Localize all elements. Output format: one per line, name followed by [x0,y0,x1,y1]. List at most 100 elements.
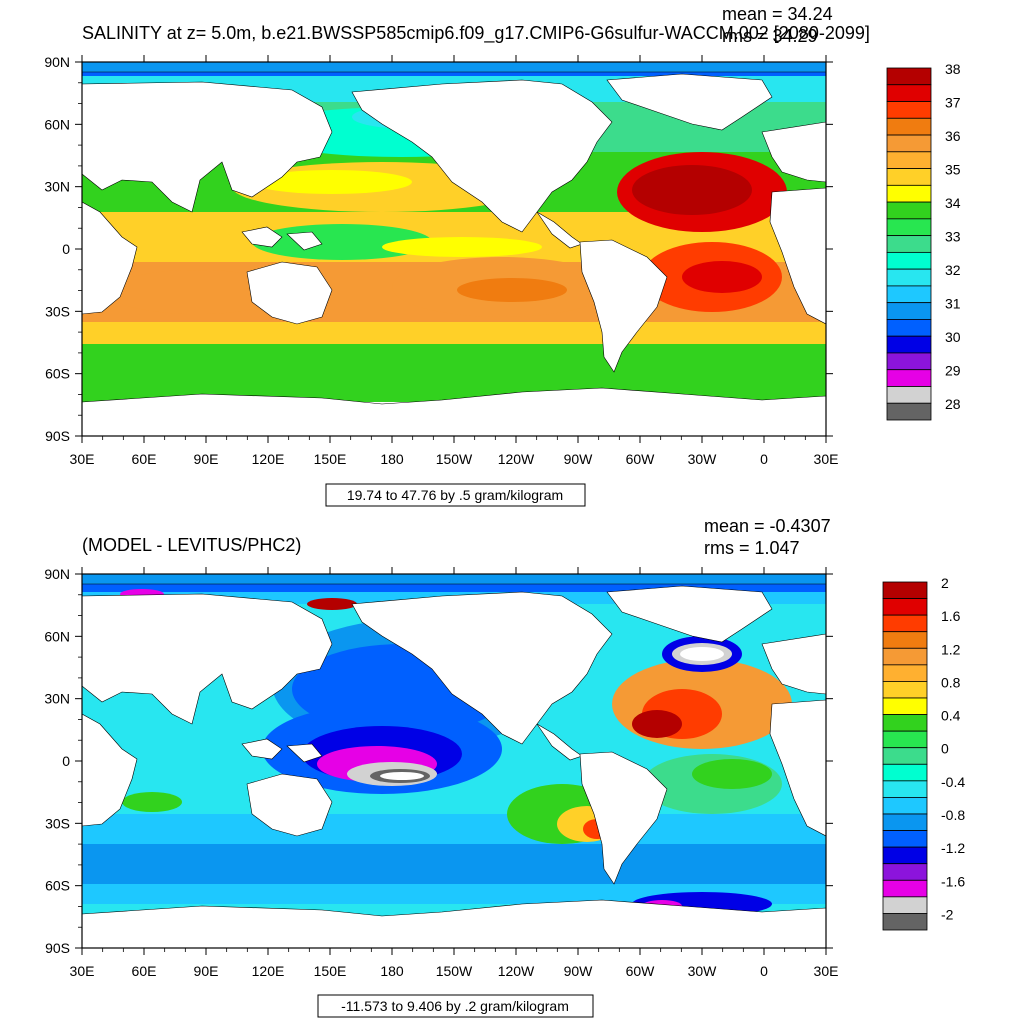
colorbar-label: 33 [945,229,961,245]
lat-tick-label: 90S [45,428,70,444]
colorbar-swatch [886,285,932,304]
colorbar-swatch [882,614,928,633]
panel-1-lat-axis: 90N 60N 30N 0 30S 60S 90S [44,54,833,444]
lat-tick-label: 60N [44,628,70,644]
colorbar-swatch [882,747,928,765]
lon-tick-label: 90E [194,963,219,979]
lon-tick-label: 30E [70,451,95,467]
colorbar-swatch [882,647,928,666]
colorbar-swatch [882,830,928,848]
colorbar-swatch [886,201,932,220]
panel-1-colorbar: 38 37 36 35 34 33 32 31 30 29 28 [886,61,961,421]
lon-tick-label: 0 [760,451,768,467]
colorbar-label: 34 [945,195,961,211]
panel-2-rms: rms = 1.047 [704,538,800,558]
colorbar-label: 38 [945,61,961,77]
colorbar-swatch [882,681,928,699]
colorbar-swatch [882,879,928,898]
colorbar-label: -2 [941,906,954,922]
lon-tick-label: 0 [760,963,768,979]
lon-tick-label: 30E [814,451,839,467]
panel-2-contour-info: -11.573 to 9.406 by .2 gram/kilogram [341,998,569,1014]
lon-tick-label: 30E [70,963,95,979]
colorbar-swatch [886,352,932,371]
colorbar-label: 1.2 [941,641,961,657]
colorbar-swatch [882,780,928,798]
panel-difference: (MODEL - LEVITUS/PHC2) mean = -0.4307 rm… [44,516,965,1018]
lon-tick-label: 120E [252,963,285,979]
colorbar-label: -0.4 [941,774,965,790]
panel-1-title: SALINITY at z= 5.0m, b.e21.BWSSP585cmip6… [82,23,870,44]
panel-2-colorbar: 2 1.6 1.2 0.8 0.4 0 -0.4 -0.8 -1.2 -1.6 -2 [882,575,965,931]
colorbar-swatch [886,184,932,203]
colorbar-swatch [882,697,928,715]
lon-tick-label: 60E [132,963,157,979]
lat-tick-label: 60S [45,366,70,382]
colorbar-swatch [882,714,928,732]
lat-tick-label: 30N [44,691,70,707]
colorbar-swatch [886,101,932,119]
lon-tick-label: 120E [252,451,285,467]
lat-tick-label: 90N [44,54,70,70]
lon-tick-label: 60W [626,963,656,979]
colorbar-label: 29 [945,363,961,379]
colorbar-label: 31 [945,296,961,312]
colorbar-swatch [882,631,928,649]
panel-2-title: (MODEL - LEVITUS/PHC2) [82,535,301,555]
panel-1-mean: mean = 34.24 [722,4,833,24]
colorbar-swatch [886,84,932,102]
colorbar-label: -1.6 [941,873,965,889]
lon-tick-label: 60E [132,451,157,467]
colorbar-swatch [882,846,928,865]
panel-1-contour-info: 19.74 to 47.76 by .5 gram/kilogram [347,487,563,503]
colorbar-swatch [882,863,928,881]
lon-tick-label: 90W [564,451,594,467]
colorbar-swatch [886,151,932,169]
lon-tick-label: 30W [688,451,718,467]
colorbar-swatch [886,369,932,387]
colorbar-label: 32 [945,262,961,278]
colorbar-label: 37 [945,95,961,111]
colorbar-swatch [886,268,932,287]
colorbar-swatch [882,813,928,831]
lon-tick-label: 90E [194,451,219,467]
colorbar-label: 2 [941,575,949,591]
colorbar-label: 0.4 [941,708,961,724]
colorbar-swatch [886,235,932,253]
panel-2-lat-axis: 90N 60N 30N 0 30S 60S 90S [44,566,833,956]
colorbar-label: -0.8 [941,807,965,823]
lat-tick-label: 60S [45,878,70,894]
lon-tick-label: 90W [564,963,594,979]
colorbar-swatch [886,117,932,136]
colorbar-swatch [886,251,932,270]
colorbar-label: 35 [945,162,961,178]
colorbar-swatch [882,913,928,931]
lon-tick-label: 150W [436,451,473,467]
lat-tick-label: 30N [44,179,70,195]
panel-1-rms: rms = 34.29 [722,26,818,46]
lat-tick-label: 30S [45,303,70,319]
colorbar-swatch [886,386,932,404]
lon-tick-label: 150W [436,963,473,979]
panel-salinity: SALINITY at z= 5.0m, b.e21.BWSSP585cmip6… [44,4,961,507]
colorbar-label: 28 [945,396,961,412]
colorbar-swatch [886,67,932,86]
colorbar-swatch [882,763,928,782]
lat-tick-label: 0 [62,241,70,257]
panel-1-contour-info-box [325,483,586,507]
panel-1-map [81,61,827,437]
lat-tick-label: 90S [45,940,70,956]
colorbar-swatch [882,797,928,815]
colorbar-label: 0 [941,741,949,757]
lon-tick-label: 150E [314,963,347,979]
colorbar-swatch [886,335,932,354]
lat-tick-label: 90N [44,566,70,582]
lat-tick-label: 60N [44,116,70,132]
lon-tick-label: 30W [688,963,718,979]
colorbar-swatch [882,896,928,914]
panel-2-lon-axis: 30E 60E 90E 120E 150E 180 150W 120W 90W 60W 30W 0 30… [70,567,838,979]
lon-tick-label: 180 [380,451,404,467]
colorbar-swatch [886,302,932,320]
lon-tick-label: 150E [314,451,347,467]
